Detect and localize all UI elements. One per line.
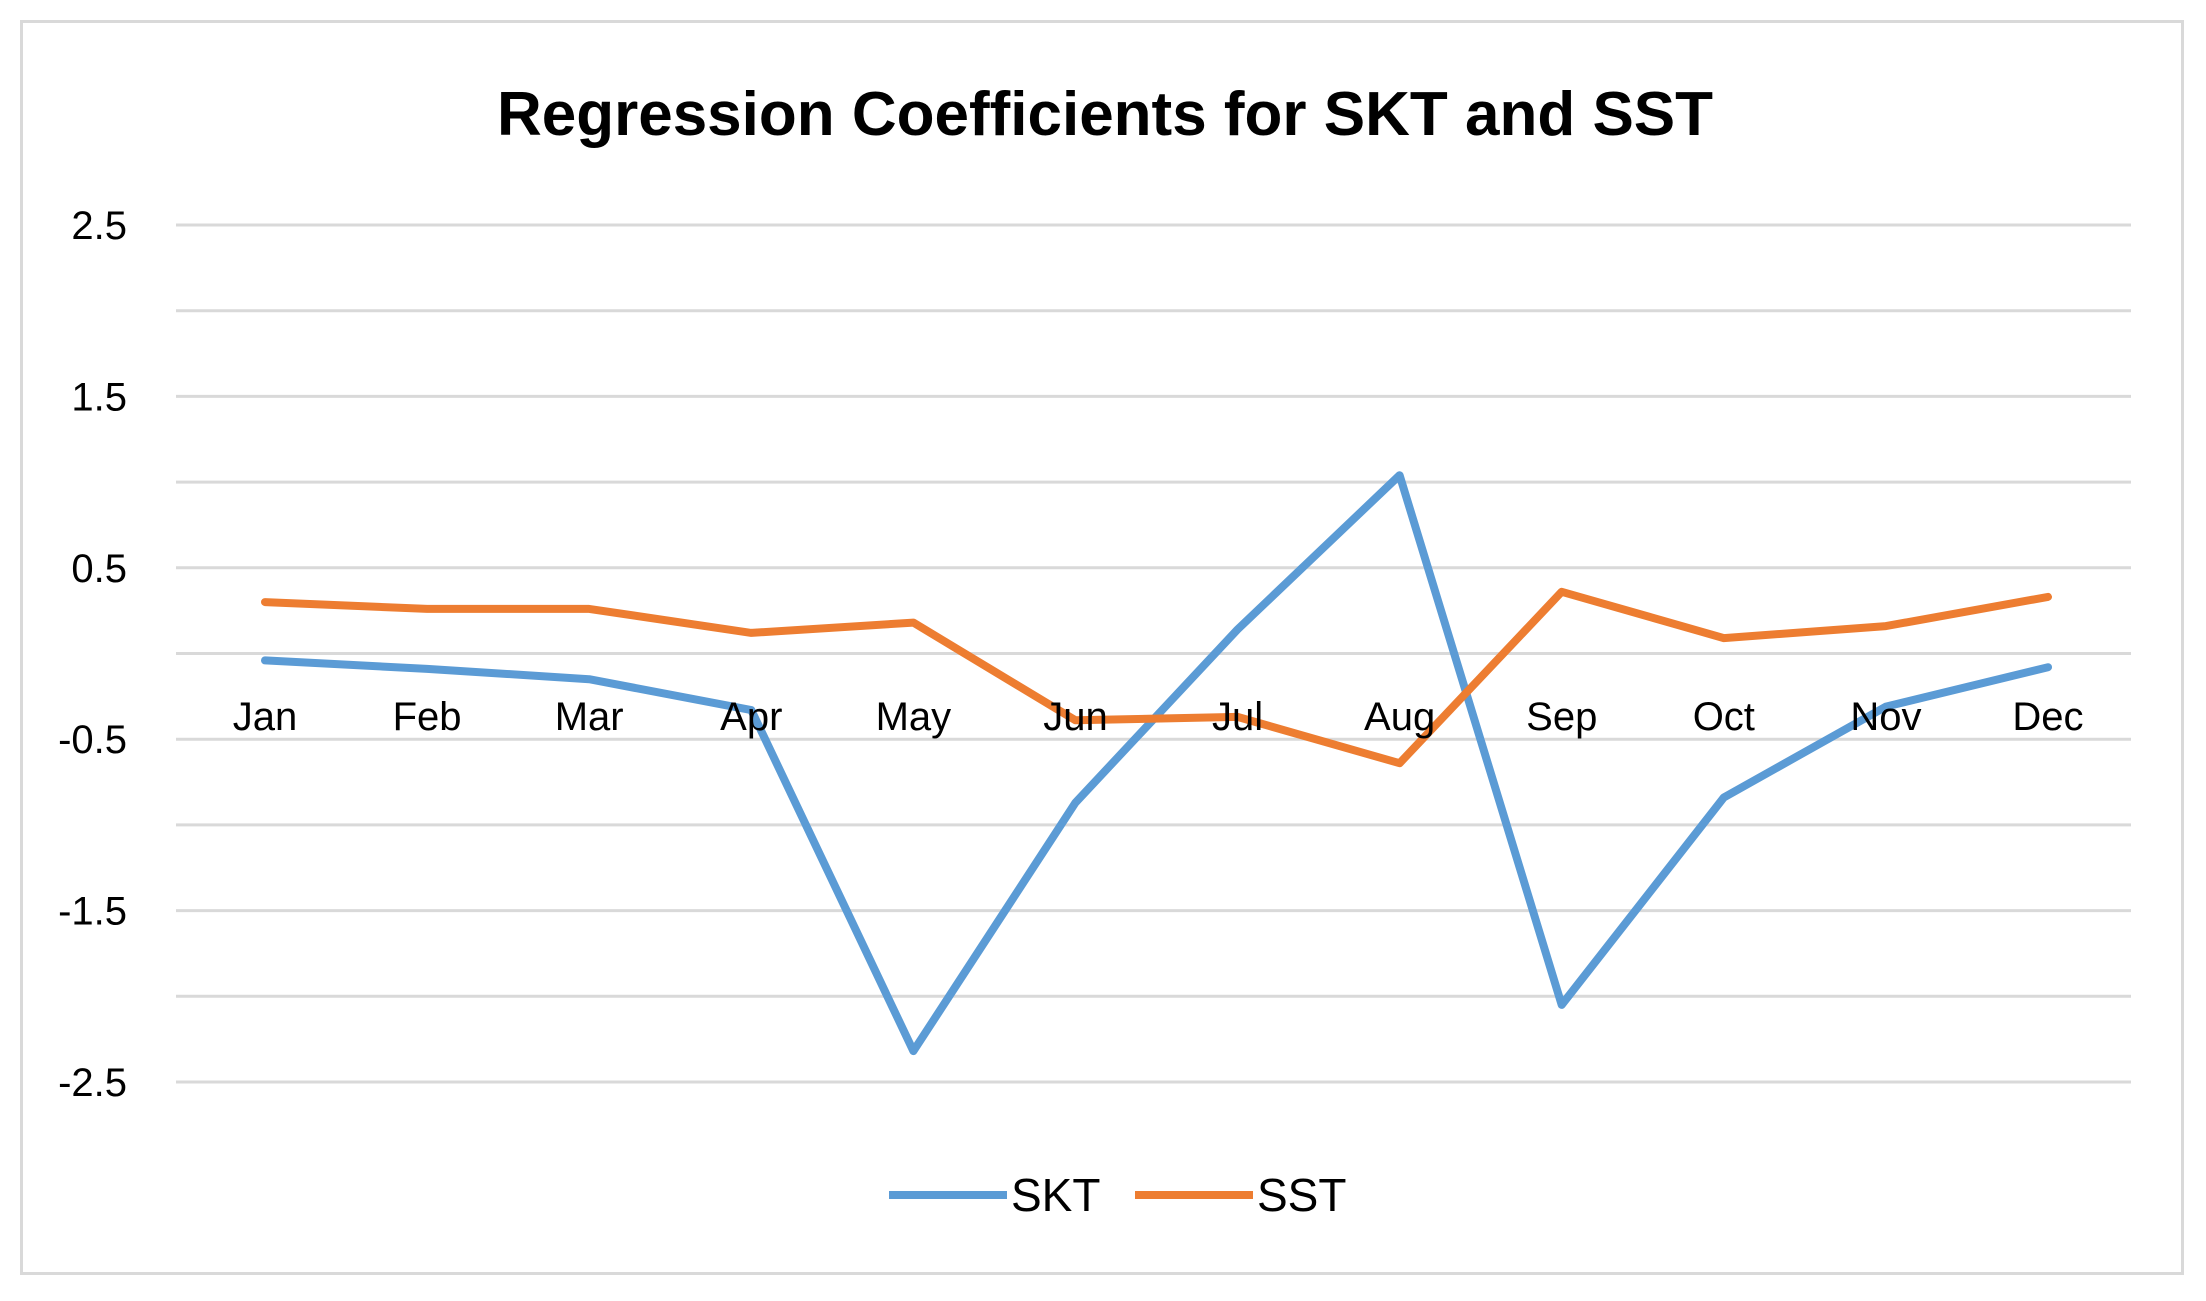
y-tick-label: 2.5 xyxy=(71,204,127,248)
x-tick-label: Jun xyxy=(1043,695,1108,739)
x-tick-label: Jan xyxy=(233,695,298,739)
gridlines xyxy=(176,223,2131,1084)
x-tick-label: Nov xyxy=(1850,695,1921,739)
x-tick-label: Apr xyxy=(720,695,782,739)
series-line-skt xyxy=(261,471,2052,1056)
y-axis-tick-labels: 2.5 1.5 0.5 -0.5 -1.5 -2.5 xyxy=(58,204,127,1105)
y-tick-label: -2.5 xyxy=(58,1061,127,1105)
line-chart: Regression Coefficients for SKT and SST … xyxy=(58,80,2131,1221)
x-tick-label: Feb xyxy=(393,695,462,739)
chart-frame: Regression Coefficients for SKT and SST … xyxy=(20,20,2184,1275)
legend-label-skt: SKT xyxy=(1011,1169,1100,1221)
x-axis-tick-labels: Jan Feb Mar Apr May Jun Jul Aug Sep Oct Nov Dec xyxy=(233,695,2084,739)
x-tick-label: Oct xyxy=(1693,695,1755,739)
y-tick-label: 1.5 xyxy=(71,375,127,419)
y-tick-label: -1.5 xyxy=(58,890,127,934)
series-line-sst xyxy=(261,587,2052,768)
x-tick-label: May xyxy=(876,695,952,739)
x-tick-label: Aug xyxy=(1364,695,1435,739)
x-tick-label: Mar xyxy=(555,695,624,739)
legend: SKT SST xyxy=(889,1169,1346,1221)
x-tick-label: Sep xyxy=(1526,695,1597,739)
chart-title: Regression Coefficients for SKT and SST xyxy=(497,80,1713,149)
legend-label-sst: SST xyxy=(1257,1169,1346,1221)
x-tick-label: Dec xyxy=(2012,695,2083,739)
y-tick-label: -0.5 xyxy=(58,718,127,762)
y-tick-label: 0.5 xyxy=(71,547,127,591)
series-lines xyxy=(261,471,2052,1056)
x-tick-label: Jul xyxy=(1212,695,1263,739)
